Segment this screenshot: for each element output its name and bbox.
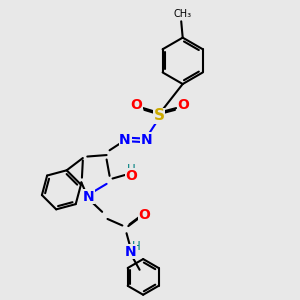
Text: O: O [138, 208, 150, 222]
Text: CH₃: CH₃ [174, 10, 192, 20]
Text: N: N [119, 133, 131, 147]
Text: N: N [141, 133, 152, 147]
Text: O: O [126, 169, 137, 183]
Text: O: O [177, 98, 189, 112]
Text: S: S [153, 108, 164, 123]
Text: H: H [127, 163, 136, 176]
Text: N: N [82, 190, 94, 204]
Text: N: N [125, 245, 136, 259]
Text: O: O [130, 98, 142, 112]
Text: H: H [132, 240, 141, 253]
